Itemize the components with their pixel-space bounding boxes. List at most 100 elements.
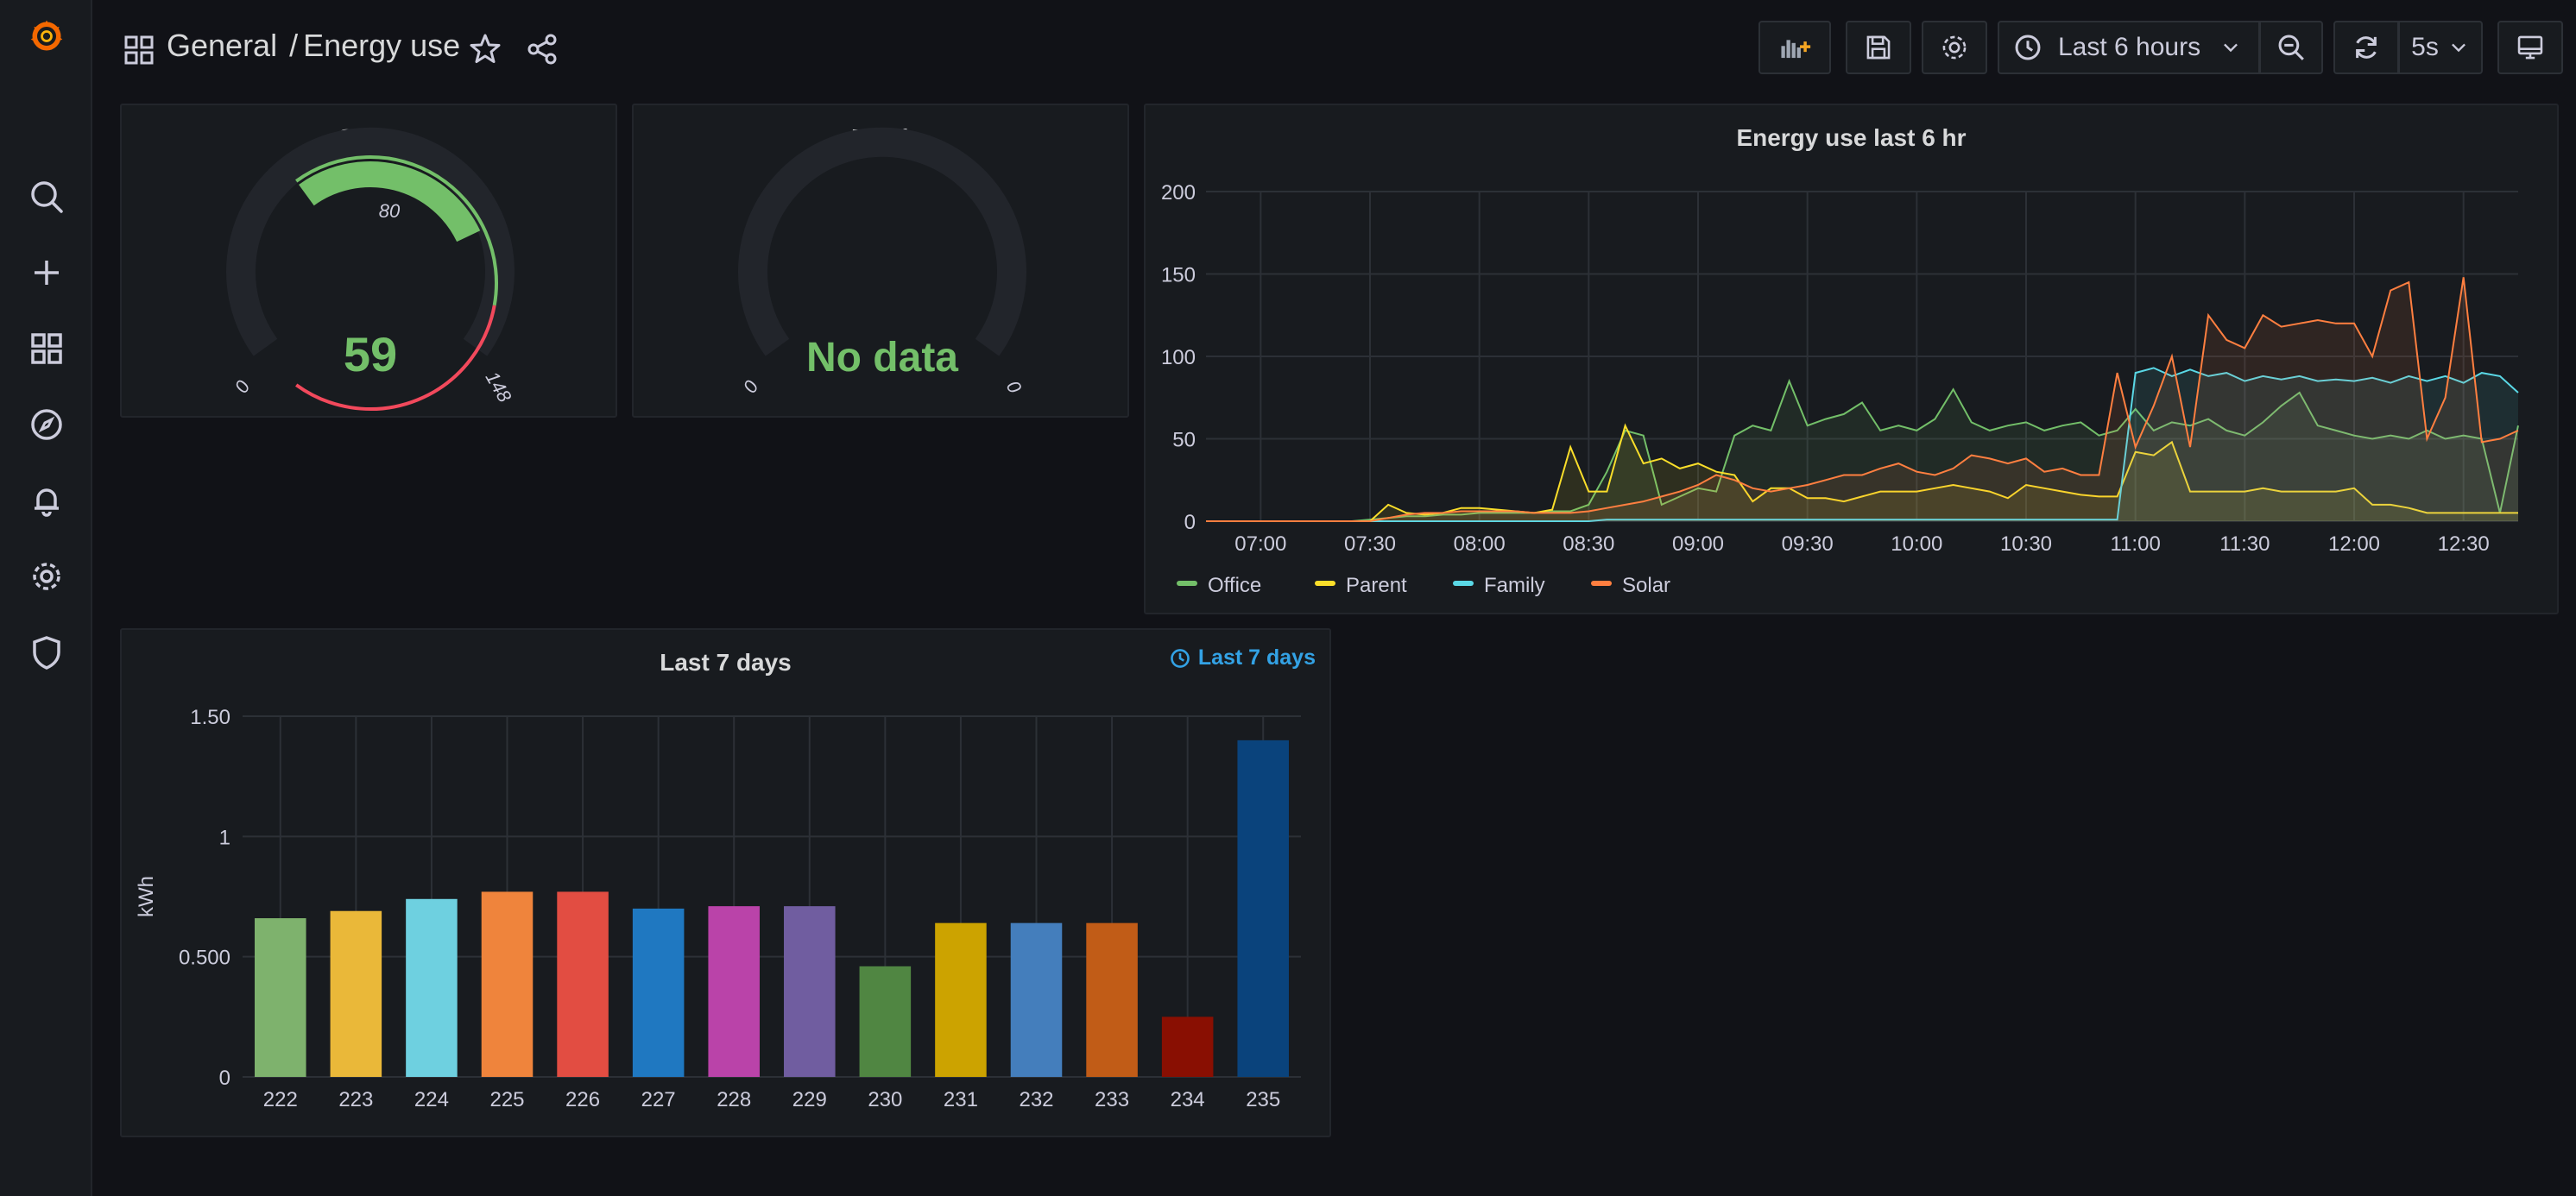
y-tick-label: 1.50 (190, 706, 230, 729)
gauge-value-arc (299, 161, 481, 242)
y-tick-label: 0 (219, 1067, 230, 1090)
zoom-out-icon (2278, 35, 2304, 60)
x-tick-label: 10:30 (2000, 532, 2052, 556)
x-tick-label: 08:00 (1454, 532, 1506, 556)
legend-item-parent[interactable]: Parent (1315, 574, 1407, 597)
time-override-info[interactable]: Last 7 days (1169, 645, 1316, 670)
x-tick-label: 233 (1095, 1088, 1129, 1111)
legend-item-office[interactable]: Office (1177, 574, 1261, 597)
energy-bar-chart: 0 0.500 1 1.50 kWh 222 223 224 225 226 227 228 229 23… (135, 706, 1301, 1111)
breadcrumb-dashboard[interactable]: Energy use (303, 28, 461, 63)
series-area-parent (1206, 425, 2518, 521)
clock-icon (2015, 35, 2041, 60)
share-icon[interactable] (524, 31, 560, 67)
gauge-max-label: 0 (1002, 377, 1026, 398)
x-tick-label: 227 (641, 1088, 676, 1111)
save-dashboard-button[interactable] (1846, 21, 1911, 74)
refresh-interval-picker[interactable]: 5s (2398, 21, 2483, 74)
configuration-gear-icon[interactable] (19, 549, 74, 604)
add-panel-button[interactable] (1758, 21, 1831, 74)
refresh-icon (2356, 36, 2377, 59)
star-icon[interactable] (467, 31, 503, 67)
x-tick-label: 228 (717, 1088, 751, 1111)
bar-224[interactable] (406, 898, 458, 1077)
zoom-out-button[interactable] (2259, 21, 2323, 74)
series-line-solar (1206, 277, 2519, 522)
x-tick-label: 10:00 (1891, 532, 1942, 556)
dashboards-grid-icon (124, 35, 154, 65)
bar-234[interactable] (1161, 1017, 1214, 1077)
bar-222[interactable] (255, 918, 306, 1077)
refresh-button[interactable] (2333, 21, 2399, 74)
x-tick-label: 224 (414, 1088, 449, 1111)
time-override-label: Last 7 days (1197, 645, 1316, 670)
breadcrumb-folder[interactable]: General (167, 28, 278, 63)
solar-gauge: 59 0 148 80 (226, 127, 516, 411)
y-tick-label: 0 (1184, 511, 1196, 534)
cycle-view-mode-button[interactable] (2497, 21, 2563, 74)
y-tick-label: 1 (219, 826, 230, 849)
series-area-office (1206, 381, 2518, 521)
series-line-parent (1206, 423, 2518, 522)
total-gauge-panel[interactable]: Total No data 0 0 (632, 104, 1129, 418)
search-icon[interactable] (19, 169, 74, 224)
solar-gauge-panel[interactable]: Solar 59 0 148 80 (120, 104, 617, 418)
energy-timeseries-panel[interactable]: Energy use last 6 hr 0 50 100 150 200 07:00 07… (1144, 104, 2559, 614)
last-7-days-bar-panel[interactable]: Last 7 days Last 7 days 0 0.500 1 1.50 kWh 22… (120, 628, 1331, 1137)
gauge-threshold-label: 80 (379, 200, 401, 222)
time-range-label: Last 6 hours (2058, 33, 2201, 61)
panel-title: Energy use last 6 hr (1736, 124, 1967, 151)
gauge-value: 59 (344, 327, 397, 381)
x-tick-label: 225 (489, 1088, 524, 1111)
gauge-min-label: 0 (739, 376, 763, 397)
x-tick-label: 234 (1171, 1088, 1205, 1111)
legend-item-solar[interactable]: Solar (1591, 574, 1670, 597)
bar-227[interactable] (632, 908, 685, 1077)
gauge-min-label: 0 (230, 376, 255, 397)
y-tick-label: 100 (1161, 346, 1196, 369)
x-tick-label: 09:30 (1782, 532, 1834, 556)
x-tick-label: 08:30 (1563, 532, 1614, 556)
series-area-family (1206, 368, 2518, 521)
alerting-bell-icon[interactable] (19, 473, 74, 528)
energy-line-chart: 0 50 100 150 200 07:00 07:30 08:00 08:30 09:00 09:… (1161, 181, 2519, 597)
chevron-down-icon (2224, 43, 2238, 53)
bar-226[interactable] (557, 891, 609, 1077)
bar-229[interactable] (784, 906, 836, 1077)
legend-swatch (1177, 581, 1197, 586)
dashboards-icon[interactable] (19, 321, 74, 376)
gear-icon (1942, 35, 1967, 60)
add-panel-icon (1781, 40, 1811, 59)
dashboard-navbar: General / Energy use Last 6 hours 5s (92, 0, 2576, 98)
create-plus-icon[interactable] (19, 245, 74, 300)
save-icon (1866, 35, 1891, 60)
bar-235[interactable] (1237, 740, 1289, 1077)
x-tick-label: 11:00 (2111, 532, 2161, 556)
server-admin-shield-icon[interactable] (19, 625, 74, 680)
bar-223[interactable] (330, 910, 382, 1077)
bar-225[interactable] (481, 891, 534, 1077)
bar-233[interactable] (1086, 922, 1138, 1077)
x-tick-label: 230 (868, 1088, 902, 1111)
series-line-family (1206, 367, 2519, 522)
legend-item-family[interactable]: Family (1453, 574, 1545, 597)
x-tick-label: 232 (1019, 1088, 1053, 1111)
legend-label: Office (1208, 574, 1261, 597)
gauge-threshold-red (295, 305, 496, 411)
x-tick-label: 07:00 (1234, 532, 1286, 556)
explore-compass-icon[interactable] (19, 397, 74, 452)
time-picker-button[interactable]: Last 6 hours (1998, 21, 2260, 74)
x-tick-label: 235 (1246, 1088, 1280, 1111)
gauge-track (738, 127, 1026, 356)
legend-swatch (1315, 581, 1335, 586)
bar-231[interactable] (935, 922, 987, 1077)
y-tick-label: 0.500 (179, 947, 230, 970)
y-axis-label: kWh (135, 876, 158, 917)
bar-230[interactable] (859, 966, 912, 1077)
gauge-value: No data (806, 335, 958, 381)
clock-icon (1170, 648, 1190, 668)
grafana-logo-icon[interactable] (19, 9, 74, 64)
bar-228[interactable] (708, 906, 760, 1077)
bar-232[interactable] (1010, 922, 1063, 1077)
dashboard-settings-button[interactable] (1922, 21, 1987, 74)
